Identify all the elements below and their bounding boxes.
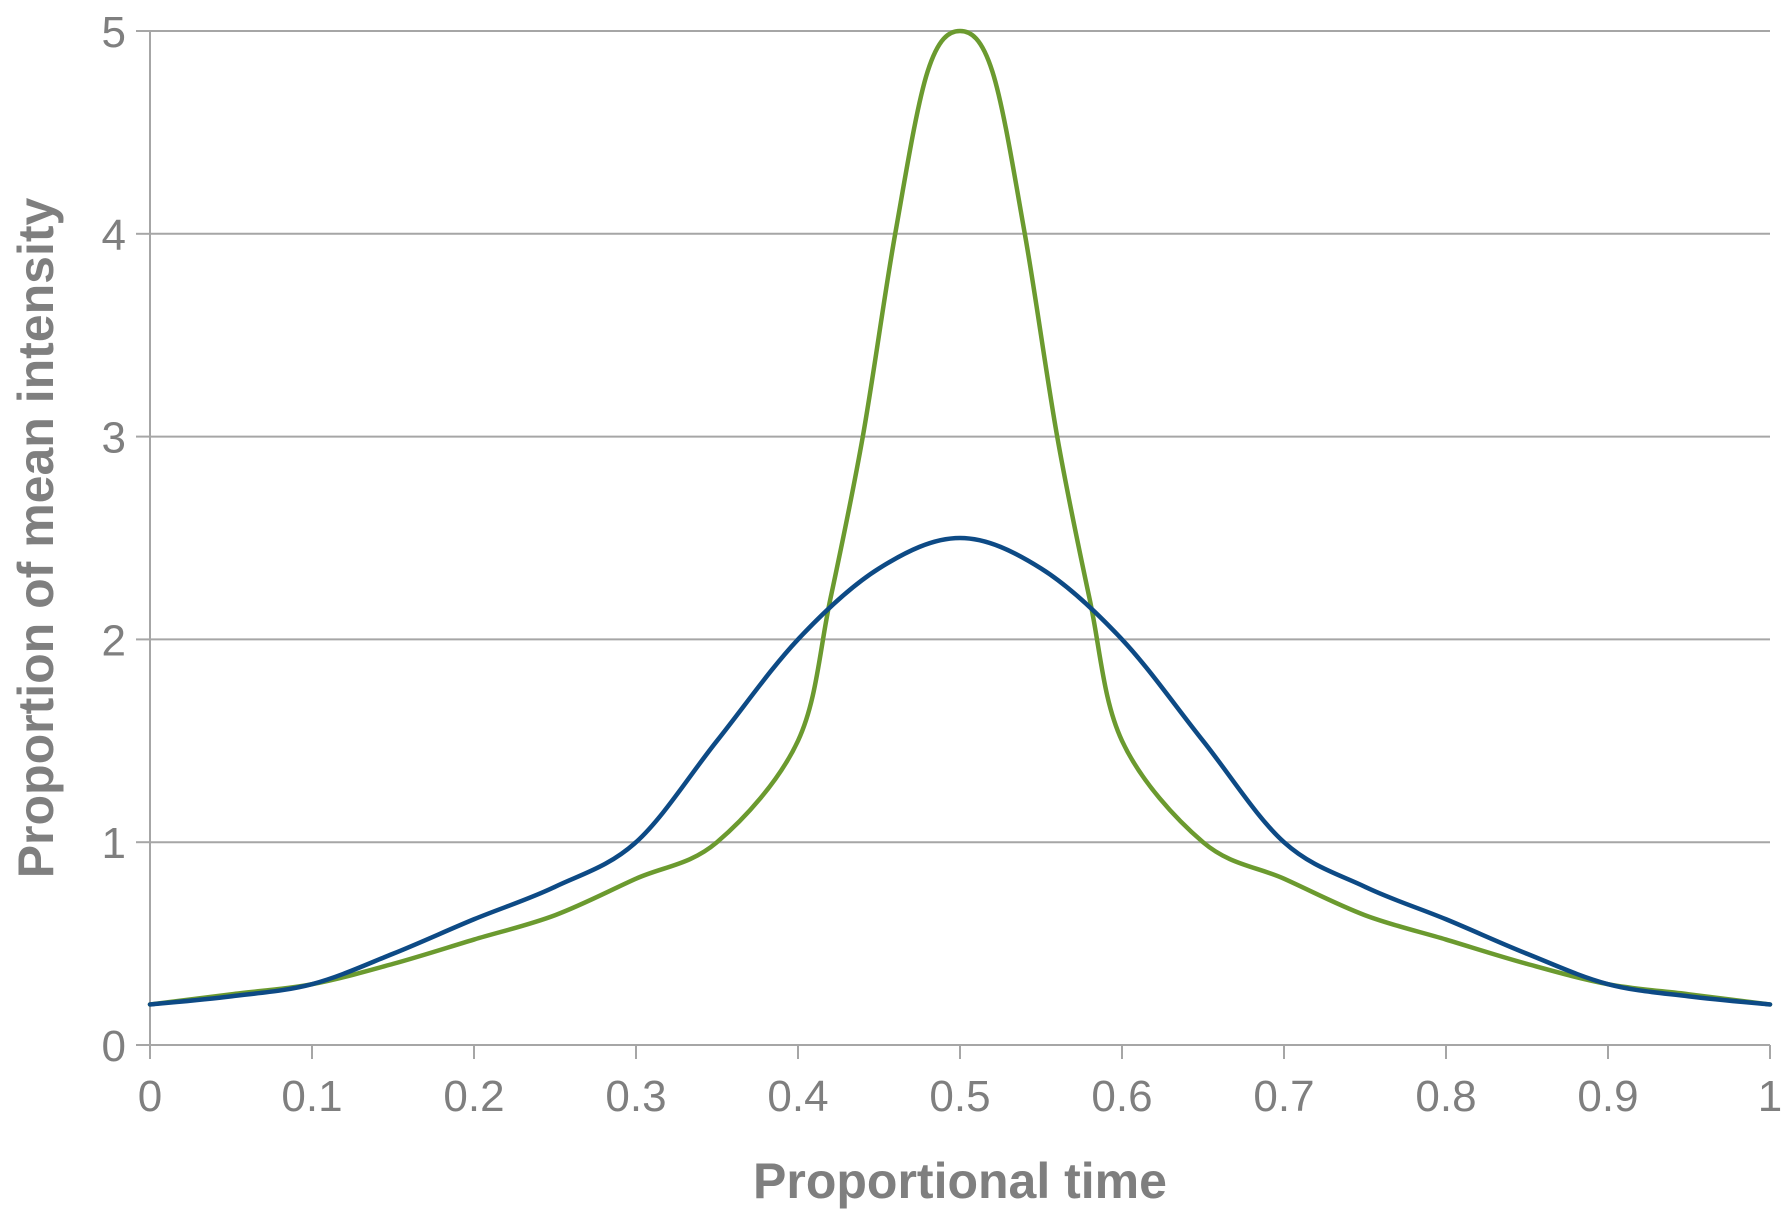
y-tick-label-4: 4 [102, 211, 126, 260]
series-line-1 [147, 28, 1773, 1007]
y-tick-label-3: 3 [102, 414, 126, 463]
x-tick-label-3: 0.3 [605, 1072, 666, 1121]
series-line-2 [147, 535, 1773, 1007]
axes [136, 30, 1771, 1059]
x-axis-title: Proportional time [753, 1153, 1167, 1209]
y-tick-labels: 0 1 2 3 4 5 [102, 8, 126, 1071]
x-tick-label-4: 0.4 [767, 1072, 828, 1121]
x-tick-label-1: 0.1 [281, 1072, 342, 1121]
gridlines [150, 30, 1770, 844]
x-tick-label-9: 0.9 [1577, 1072, 1638, 1121]
x-tick-label-5: 0.5 [929, 1072, 990, 1121]
x-tick-label-8: 0.8 [1415, 1072, 1476, 1121]
x-tick-label-10: 1 [1758, 1072, 1781, 1121]
x-tick-label-0: 0 [138, 1072, 162, 1121]
y-tick-label-0: 0 [102, 1022, 126, 1071]
x-tick-label-7: 0.7 [1253, 1072, 1314, 1121]
x-tick-labels: 0 0.1 0.2 0.3 0.4 0.5 0.6 0.7 0.8 0.9 1 [138, 1072, 1781, 1121]
y-tick-label-1: 1 [102, 819, 126, 868]
y-axis-title: Proportion of mean intensity [8, 198, 64, 879]
series-lines [147, 28, 1773, 1007]
x-tick-label-2: 0.2 [443, 1072, 504, 1121]
y-tick-label-5: 5 [102, 8, 126, 57]
y-tick-label-2: 2 [102, 616, 126, 665]
x-tick-label-6: 0.6 [1091, 1072, 1152, 1121]
